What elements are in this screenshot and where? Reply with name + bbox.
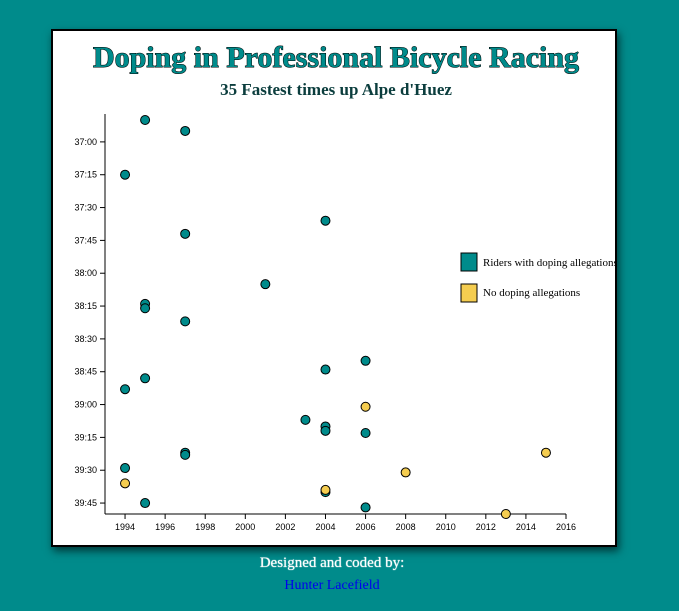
y-tick-label: 39:45 [74, 498, 97, 508]
x-tick-label: 2008 [396, 522, 416, 532]
data-point-no-doping[interactable] [400, 467, 411, 478]
y-tick-label: 37:30 [74, 203, 97, 213]
x-tick-label: 1998 [195, 522, 215, 532]
data-point-doping[interactable] [360, 355, 371, 366]
data-point-doping[interactable] [140, 373, 151, 384]
legend-label-no-doping: No doping allegations [483, 287, 580, 299]
data-point-doping[interactable] [320, 215, 331, 226]
legend-label-doping: Riders with doping allegations [483, 257, 615, 269]
author-link[interactable]: Hunter Lacefield [284, 578, 380, 593]
data-point-doping[interactable] [180, 316, 191, 327]
data-point-doping[interactable] [120, 463, 131, 474]
data-point-doping[interactable] [120, 169, 131, 180]
y-tick-label: 37:45 [74, 235, 97, 245]
chart-title: Doping in Professional Bicycle Racing [93, 41, 579, 74]
data-point-no-doping[interactable] [540, 447, 551, 458]
y-tick-label: 39:15 [74, 432, 97, 442]
data-point-doping[interactable] [120, 384, 131, 395]
data-point-no-doping[interactable] [320, 484, 331, 495]
data-point-doping[interactable] [360, 428, 371, 439]
x-tick-label: 1994 [115, 522, 135, 532]
data-point-doping[interactable] [320, 425, 331, 436]
footer: Designed and coded by: Hunter Lacefield [0, 555, 664, 594]
x-tick-label: 2012 [476, 522, 496, 532]
y-tick-label: 37:00 [74, 137, 97, 147]
data-point-doping[interactable] [140, 115, 151, 125]
data-point-doping[interactable] [300, 414, 311, 425]
y-tick-label: 39:00 [74, 400, 97, 410]
y-tick-label: 39:30 [74, 465, 97, 475]
chart-card: Doping in Professional Bicycle Racing 35… [51, 29, 617, 547]
x-tick-label: 2010 [436, 522, 456, 532]
x-tick-label: 2002 [275, 522, 295, 532]
data-point-doping[interactable] [320, 364, 331, 375]
data-point-doping[interactable] [180, 125, 191, 136]
y-tick-label: 38:45 [74, 367, 97, 377]
data-point-no-doping[interactable] [120, 478, 131, 489]
x-tick-label: 1996 [155, 522, 175, 532]
y-tick-label: 38:15 [74, 301, 97, 311]
data-point-doping[interactable] [180, 449, 191, 460]
y-tick-label: 37:15 [74, 170, 97, 180]
x-tick-label: 2016 [556, 522, 576, 532]
y-tick-label: 38:00 [74, 268, 97, 278]
data-point-no-doping[interactable] [360, 401, 371, 412]
y-tick-label: 38:30 [74, 334, 97, 344]
data-point-doping[interactable] [140, 303, 151, 314]
legend: Riders with doping allegations No doping… [460, 252, 615, 303]
data-point-doping[interactable] [360, 502, 371, 513]
x-tick-label: 2006 [356, 522, 376, 532]
x-tick-label: 2000 [235, 522, 255, 532]
data-point-doping[interactable] [180, 228, 191, 239]
scatter-chart: Doping in Professional Bicycle Racing 35… [74, 41, 615, 533]
data-points [120, 115, 551, 519]
legend-swatch-no-doping [460, 283, 478, 303]
x-tick-label: 2014 [516, 522, 536, 532]
credit-label: Designed and coded by: [259, 555, 405, 571]
legend-swatch-doping [460, 252, 478, 272]
chart-subtitle: 35 Fastest times up Alpe d'Huez [220, 80, 452, 99]
y-axis: 37:00 37:15 37:30 37:45 38:00 38:15 38:30 38:45… [74, 114, 106, 514]
data-point-doping[interactable] [140, 498, 151, 509]
x-axis: 1994 1996 1998 2000 2002 2004 2006 2008 2010 2012… [105, 513, 576, 532]
x-tick-label: 2004 [315, 522, 335, 532]
data-point-no-doping[interactable] [500, 509, 511, 519]
data-point-doping[interactable] [260, 279, 271, 290]
